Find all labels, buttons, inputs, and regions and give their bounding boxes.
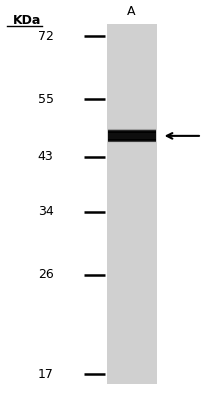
Text: KDa: KDa [13, 14, 41, 27]
Text: 43: 43 [38, 150, 54, 163]
Text: A: A [126, 5, 135, 18]
Text: 34: 34 [38, 205, 54, 218]
Bar [107, 24, 157, 384]
Text: 55: 55 [37, 92, 54, 106]
Bar [108, 133, 156, 139]
Text: 26: 26 [38, 268, 54, 281]
Text: 72: 72 [38, 30, 54, 42]
Text: 17: 17 [38, 368, 54, 380]
